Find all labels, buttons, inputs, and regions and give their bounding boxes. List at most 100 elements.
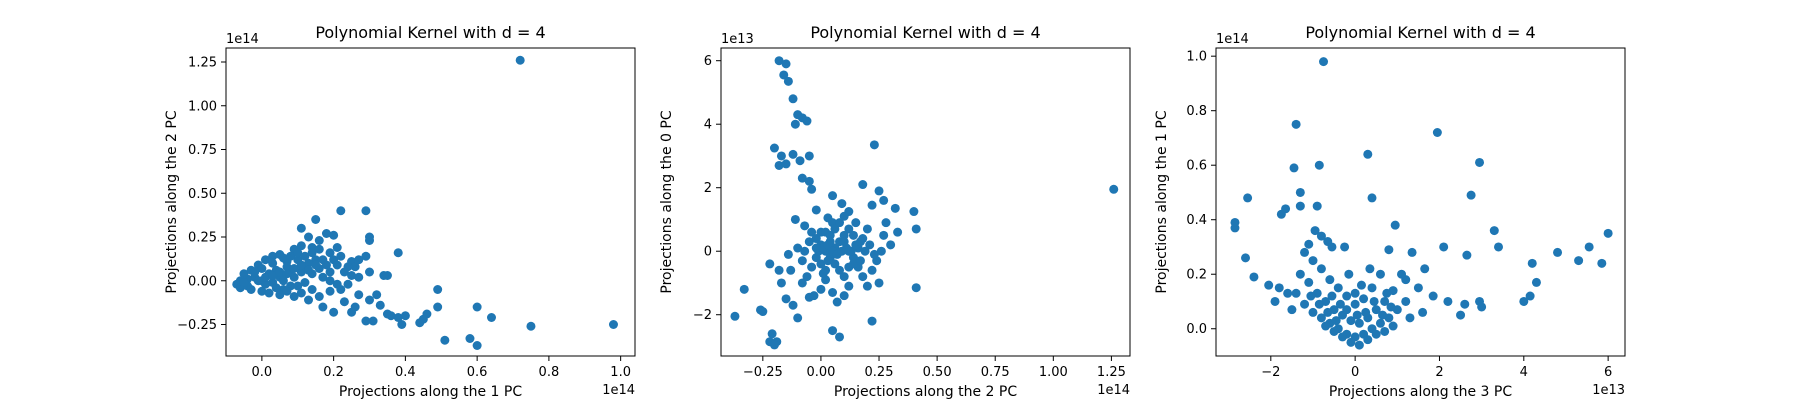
data-point — [1295, 187, 1305, 197]
data-point — [911, 224, 921, 234]
data-point — [465, 334, 475, 343]
data-point — [1346, 337, 1356, 347]
data-point — [1270, 296, 1280, 306]
data-point — [839, 272, 849, 282]
data-point — [1525, 291, 1535, 301]
y-tick-label: 4 — [704, 118, 712, 133]
data-point — [1314, 299, 1324, 309]
data-point — [300, 251, 310, 261]
data-point — [816, 284, 826, 294]
data-point — [1460, 299, 1470, 309]
data-point — [422, 309, 432, 319]
data-point — [1462, 250, 1472, 260]
data-point — [893, 227, 903, 237]
data-point — [332, 243, 342, 252]
data-point — [811, 234, 821, 244]
data-point — [1342, 305, 1352, 315]
data-point — [250, 267, 260, 277]
data-point — [1327, 291, 1337, 301]
data-point — [433, 285, 443, 294]
data-point — [286, 251, 296, 261]
data-point — [264, 288, 274, 298]
y-tick-label: 0.50 — [188, 187, 217, 202]
data-point — [608, 320, 618, 329]
data-point — [304, 232, 314, 242]
data-point — [869, 249, 879, 259]
data-point — [776, 278, 786, 288]
data-point — [825, 230, 835, 240]
data-point — [361, 251, 371, 261]
data-point — [257, 286, 267, 296]
x-axis-label: Projections along the 1 PC — [339, 384, 522, 400]
plot-frame — [1215, 47, 1626, 357]
data-point — [774, 160, 784, 170]
data-point — [1329, 326, 1339, 336]
data-point — [1371, 329, 1381, 339]
data-point — [876, 246, 886, 256]
x-tick-label: 1.25 — [1097, 365, 1126, 380]
data-point — [433, 302, 443, 312]
data-point — [329, 307, 339, 317]
data-point — [296, 223, 306, 233]
data-point — [260, 279, 270, 289]
x-offset-label: 1e13 — [1592, 383, 1625, 398]
data-point — [767, 329, 777, 339]
data-point — [774, 56, 784, 66]
data-point — [1439, 242, 1449, 252]
data-point — [1316, 264, 1326, 274]
data-point — [1316, 231, 1326, 241]
data-point — [1361, 307, 1371, 317]
data-point — [1304, 239, 1314, 249]
data-point — [1428, 291, 1438, 301]
data-point — [361, 316, 371, 326]
data-point — [1386, 302, 1396, 312]
data-point — [314, 292, 324, 301]
y-tick-label: 1.0 — [1186, 50, 1207, 65]
data-point — [386, 311, 396, 321]
data-point — [867, 200, 877, 210]
x-tick-label: −0.25 — [743, 365, 783, 380]
data-point — [1352, 310, 1362, 320]
data-point — [1388, 321, 1398, 331]
data-point — [807, 227, 817, 237]
data-point — [1287, 305, 1297, 315]
data-point — [835, 265, 845, 275]
data-point — [350, 262, 360, 272]
data-point — [329, 230, 339, 240]
data-point — [1363, 149, 1373, 159]
data-point — [835, 218, 845, 228]
data-point — [1384, 245, 1394, 255]
data-point — [781, 59, 791, 69]
data-point — [848, 259, 858, 269]
scatter-plot-2: −0.25 0.00 0.25 0.50 0.75 1.00 1.25 −2 0 2 4 6 Polyn… — [659, 23, 1131, 400]
y-tick-label: −0.25 — [177, 318, 217, 333]
data-point — [1109, 184, 1119, 194]
data-point — [1390, 220, 1400, 230]
data-point — [1418, 307, 1428, 317]
data-point — [271, 283, 281, 293]
data-point — [800, 221, 810, 231]
data-point — [807, 184, 817, 194]
data-point — [788, 94, 798, 104]
data-point — [1319, 57, 1329, 67]
data-point — [1316, 313, 1326, 323]
chart-title: Polynomial Kernel with d = 4 — [315, 23, 545, 42]
data-point — [1489, 226, 1499, 236]
y-tick-label: 0 — [704, 245, 712, 260]
data-point — [1584, 242, 1594, 252]
data-point — [1405, 313, 1415, 323]
data-point — [860, 246, 870, 256]
data-point — [793, 313, 803, 323]
data-point — [1456, 310, 1466, 320]
x-tick-label: −2 — [1261, 365, 1280, 380]
data-point — [343, 279, 353, 289]
data-point — [804, 237, 814, 247]
data-point — [809, 291, 819, 301]
data-point — [1308, 307, 1318, 317]
data-point — [1300, 247, 1310, 257]
y-tick-label: 0.25 — [188, 231, 217, 246]
data-point — [332, 279, 342, 289]
data-point — [347, 271, 357, 280]
data-point — [828, 326, 838, 336]
y-tick-label: 6 — [704, 54, 712, 69]
